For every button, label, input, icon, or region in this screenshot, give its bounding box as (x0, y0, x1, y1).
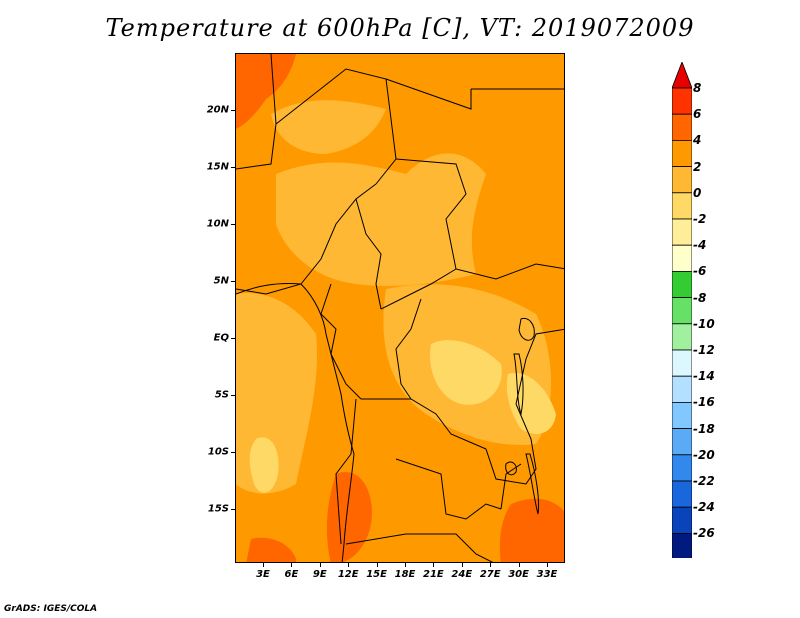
latitude-label: 15N (206, 161, 229, 173)
longitude-label: 21E (423, 569, 444, 580)
legend-swatch (672, 454, 692, 482)
latitude-label: 15S (207, 503, 229, 515)
latitude-tick (231, 110, 235, 111)
latitude-label: 5N (213, 275, 229, 287)
temperature-zone-warm-northwest (236, 54, 296, 129)
temperature-zone-warm-south (326, 472, 372, 562)
longitude-tick (461, 563, 463, 567)
longitude-label: 18E (394, 569, 416, 580)
legend-swatch (672, 192, 692, 220)
legend-label: -10 (693, 316, 715, 331)
legend-label: -6 (693, 264, 707, 279)
latitude-tick (231, 224, 235, 225)
legend-swatch (672, 244, 692, 272)
legend-label: -18 (693, 421, 715, 436)
legend-label: 4 (693, 133, 702, 148)
latitude-tick (231, 509, 235, 510)
legend-swatch (672, 218, 692, 246)
temperature-zone-north (276, 153, 486, 286)
longitude-label: 12E (337, 569, 359, 580)
latitude-tick (231, 338, 235, 339)
temperature-map (235, 53, 565, 563)
legend-swatch (672, 166, 692, 194)
longitude-tick (291, 563, 293, 567)
temperature-zone-warm-southwest (246, 537, 296, 562)
legend-swatch (672, 270, 692, 298)
legend-label: -8 (693, 290, 707, 305)
legend-swatch (672, 349, 692, 377)
map-canvas (236, 54, 564, 562)
longitude-label: 6E (284, 569, 299, 580)
legend-label: -26 (693, 526, 715, 541)
latitude-tick (231, 281, 235, 282)
map-title: Temperature at 600hPa [C], VT: 201907200… (105, 14, 695, 42)
temperature-zone-cool-central (430, 340, 502, 405)
longitude-tick (319, 563, 321, 567)
temperature-zone-northwest (271, 100, 386, 154)
longitude-label: 9E (312, 569, 327, 580)
legend-swatch (672, 87, 692, 115)
legend-label: 6 (693, 107, 702, 122)
legend-swatch (672, 323, 692, 351)
latitude-tick (231, 452, 235, 453)
legend-label: -14 (693, 369, 715, 384)
longitude-tick (518, 563, 520, 567)
legend-label: -12 (693, 343, 715, 357)
longitude-tick (547, 563, 548, 567)
coastline (236, 283, 355, 562)
legend-swatch (672, 401, 692, 429)
legend-top-arrow (672, 62, 692, 89)
color-legend (672, 62, 692, 558)
legend-label: -24 (693, 500, 715, 515)
legend-swatch (672, 480, 692, 508)
footer-credit: GrADS: IGES/COLA (4, 604, 98, 614)
longitude-label: 33E (536, 569, 558, 580)
legend-swatch (672, 113, 692, 141)
latitude-label: 20N (206, 104, 229, 116)
legend-label: -22 (693, 474, 715, 488)
legend-swatch (672, 506, 692, 534)
legend-label: 0 (693, 185, 702, 200)
latitude-label: 5S (214, 389, 229, 401)
legend-swatch (672, 532, 692, 558)
legend-swatch (672, 140, 692, 168)
latitude-label: 10S (207, 446, 229, 458)
longitude-label: 30E (508, 569, 529, 580)
longitude-tick (433, 563, 435, 567)
legend-swatch (672, 428, 692, 456)
legend-label: 2 (693, 159, 702, 174)
longitude-label: 24E (451, 569, 473, 580)
legend-label: -16 (693, 395, 715, 410)
legend-swatch (672, 375, 692, 403)
longitude-tick (405, 563, 406, 567)
longitude-tick (348, 563, 350, 567)
longitude-tick (263, 563, 264, 567)
legend-label: -2 (693, 212, 707, 226)
longitude-label: 3E (256, 569, 270, 580)
longitude-label: 27E (479, 569, 501, 580)
latitude-label: EQ (213, 332, 229, 344)
latitude-label: 10N (206, 218, 229, 230)
latitude-tick (231, 167, 235, 168)
temperature-zone-cool-west (249, 437, 279, 493)
latitude-tick (231, 395, 235, 396)
temperature-zone-warm-southeast (499, 498, 564, 562)
longitude-tick (376, 563, 378, 567)
legend-label: -20 (693, 447, 715, 462)
legend-swatch (672, 297, 692, 325)
legend-label: -4 (693, 238, 707, 253)
lakes (505, 317, 539, 515)
legend-label: 8 (693, 81, 702, 95)
longitude-tick (490, 563, 492, 567)
longitude-label: 15E (366, 569, 387, 580)
